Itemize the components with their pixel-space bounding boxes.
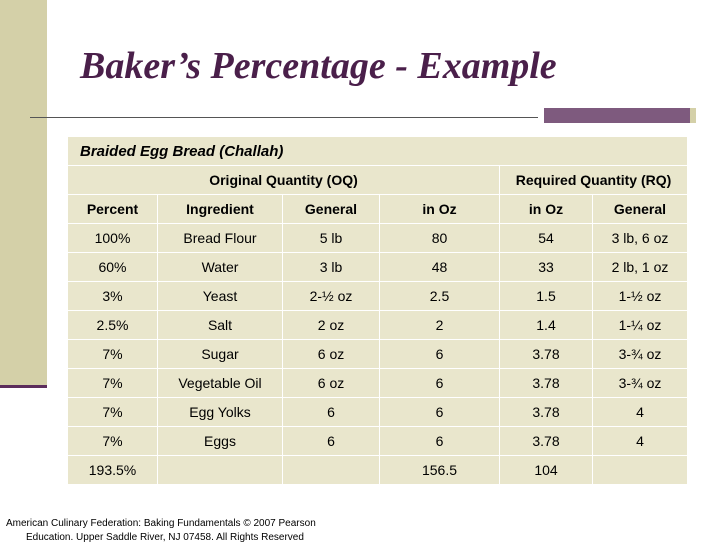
title-divider (30, 117, 538, 118)
accent-box-tan (690, 108, 696, 123)
table-cell (282, 455, 380, 485)
table-cell: 3 lb, 6 oz (592, 223, 688, 253)
table-cell: 2.5 (379, 281, 500, 311)
table-cell: 7% (67, 368, 158, 398)
group-header-row: Original Quantity (OQ) Required Quantity… (67, 165, 688, 195)
table-cell: 1.4 (499, 310, 593, 340)
challah-table: Braided Egg Bread (Challah) Original Qua… (67, 136, 688, 485)
table-cell: Sugar (157, 339, 283, 369)
footer-line-1: American Culinary Federation: Baking Fun… (6, 518, 316, 529)
table-cell: 7% (67, 426, 158, 456)
slide-title: Baker’s Percentage - Example (80, 45, 557, 87)
table-cell: 156.5 (379, 455, 500, 485)
table-cell: 2.5% (67, 310, 158, 340)
table-row: 7% Egg Yolks 6 6 3.78 4 (67, 397, 688, 427)
table-cell: 2 oz (282, 310, 380, 340)
table-cell: 3.78 (499, 368, 593, 398)
table-cell: 3.78 (499, 426, 593, 456)
table-row: 193.5% 156.5 104 (67, 455, 688, 485)
group-required-quantity: Required Quantity (RQ) (499, 165, 688, 195)
table-cell: 6 oz (282, 368, 380, 398)
table-cell: 7% (67, 339, 158, 369)
caption-row: Braided Egg Bread (Challah) (67, 136, 688, 166)
table-cell: 1-½ oz (592, 281, 688, 311)
table-cell: 2 lb, 1 oz (592, 252, 688, 282)
group-original-quantity: Original Quantity (OQ) (67, 165, 500, 195)
table-cell: Water (157, 252, 283, 282)
column-header-row: Percent Ingredient General in Oz in Oz Genera… (67, 194, 688, 224)
left-accent-bar (0, 0, 47, 385)
table-cell: 2-½ oz (282, 281, 380, 311)
table-cell: Vegetable Oil (157, 368, 283, 398)
table-cell: 60% (67, 252, 158, 282)
table-cell: 54 (499, 223, 593, 253)
table-caption: Braided Egg Bread (Challah) (67, 136, 688, 166)
table-cell: 193.5% (67, 455, 158, 485)
table-cell: 33 (499, 252, 593, 282)
table-cell: 3% (67, 281, 158, 311)
table-body: Braided Egg Bread (Challah) Original Qua… (67, 136, 688, 485)
table-cell: 6 (379, 397, 500, 427)
table-cell: Eggs (157, 426, 283, 456)
table-cell: 5 lb (282, 223, 380, 253)
column-header: in Oz (499, 194, 593, 224)
table-cell: Yeast (157, 281, 283, 311)
column-header: Percent (67, 194, 158, 224)
column-header: Ingredient (157, 194, 283, 224)
table-cell: 100% (67, 223, 158, 253)
accent-box-purple (544, 108, 690, 123)
table-cell: 6 (379, 339, 500, 369)
table-cell: 1.5 (499, 281, 593, 311)
left-accent-line (0, 385, 47, 388)
table-cell: 6 (379, 426, 500, 456)
table-row: 100% Bread Flour 5 lb 80 54 3 lb, 6 oz (67, 223, 688, 253)
column-header: in Oz (379, 194, 500, 224)
table-row: 7% Sugar 6 oz 6 3.78 3-¾ oz (67, 339, 688, 369)
table-cell (592, 455, 688, 485)
footer-credit: American Culinary Federation: Baking Fun… (6, 517, 316, 545)
table-cell: 80 (379, 223, 500, 253)
table-cell: 3.78 (499, 397, 593, 427)
table-cell: Egg Yolks (157, 397, 283, 427)
table-row: 7% Vegetable Oil 6 oz 6 3.78 3-¾ oz (67, 368, 688, 398)
table-cell: 6 oz (282, 339, 380, 369)
column-header: General (592, 194, 688, 224)
table-cell: 3-¾ oz (592, 368, 688, 398)
table-cell: 104 (499, 455, 593, 485)
table-cell: 3 lb (282, 252, 380, 282)
table-cell: 48 (379, 252, 500, 282)
table-cell: 6 (379, 368, 500, 398)
table-row: 2.5% Salt 2 oz 2 1.4 1-¼ oz (67, 310, 688, 340)
table-cell: 4 (592, 397, 688, 427)
table-row: 60% Water 3 lb 48 33 2 lb, 1 oz (67, 252, 688, 282)
table-cell: Salt (157, 310, 283, 340)
table-cell: 3-¾ oz (592, 339, 688, 369)
table-cell (157, 455, 283, 485)
table-row: 3% Yeast 2-½ oz 2.5 1.5 1-½ oz (67, 281, 688, 311)
table-cell: 2 (379, 310, 500, 340)
table-cell: 1-¼ oz (592, 310, 688, 340)
table-cell: 6 (282, 397, 380, 427)
column-header: General (282, 194, 380, 224)
footer-line-2: Education. Upper Saddle River, NJ 07458.… (26, 532, 304, 543)
table-row: 7% Eggs 6 6 3.78 4 (67, 426, 688, 456)
table-cell: Bread Flour (157, 223, 283, 253)
table-cell: 4 (592, 426, 688, 456)
table-cell: 6 (282, 426, 380, 456)
table-cell: 7% (67, 397, 158, 427)
table-cell: 3.78 (499, 339, 593, 369)
